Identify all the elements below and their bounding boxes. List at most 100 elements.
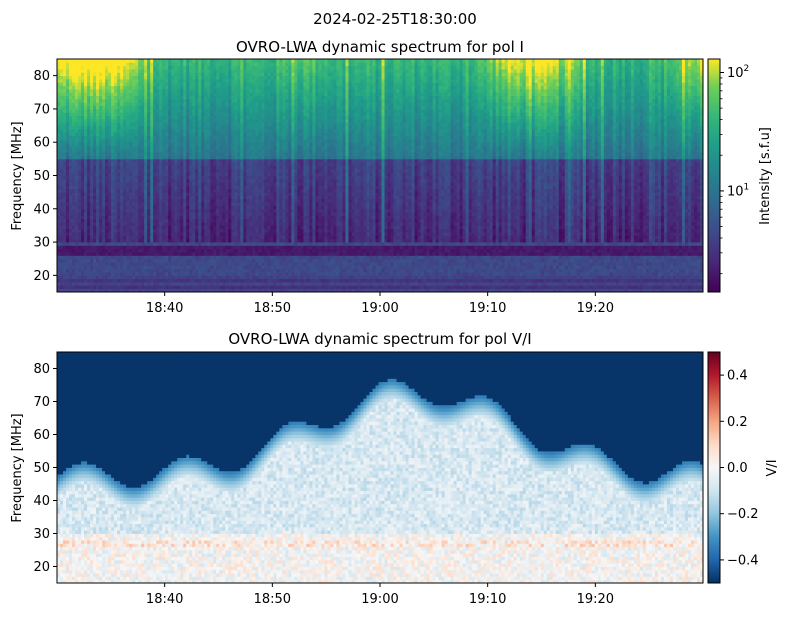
spectrogram-cell <box>561 262 566 266</box>
spectrogram-cell <box>114 278 118 283</box>
spectrogram-cell <box>360 222 364 226</box>
spectrogram-cell <box>591 225 596 230</box>
spectrogram-cell <box>690 278 695 283</box>
spectrogram-cell <box>96 285 100 290</box>
spectrogram-cell <box>174 235 178 240</box>
spectrogram-cell <box>660 255 665 260</box>
spectrogram-cell <box>474 238 479 243</box>
spectrogram-cell <box>492 222 497 226</box>
spectrogram-cell <box>447 268 451 273</box>
spectrogram-cell <box>249 238 253 243</box>
spectrogram-cell <box>63 288 67 292</box>
spectrogram-cell <box>471 285 476 290</box>
spectrogram-cell <box>123 282 127 286</box>
spectrogram-cell <box>150 282 154 286</box>
spectrogram-cell <box>456 238 461 243</box>
spectrogram-cell <box>594 288 599 292</box>
spectrogram-cell <box>459 222 464 226</box>
spectrogram-cell <box>282 282 286 286</box>
spectrogram-cell <box>252 252 256 256</box>
spectrogram-cell <box>255 235 259 240</box>
spectrogram-cell <box>78 248 82 253</box>
spectrogram-cell <box>468 222 473 226</box>
spectrogram-cell <box>126 228 130 233</box>
spectrogram-cell <box>582 278 587 283</box>
spectrogram-cell <box>480 255 485 260</box>
spectrogram-cell <box>549 235 554 240</box>
spectrogram-cell <box>372 218 376 223</box>
spectrogram-cell <box>456 268 461 273</box>
spectrogram-cell <box>657 252 662 256</box>
spectrogram-cell <box>456 222 461 226</box>
spectrogram-cell <box>186 285 190 290</box>
spectrogram-cell <box>333 268 337 273</box>
spectrogram-cell <box>87 245 91 250</box>
spectrogram-cell <box>330 245 334 250</box>
spectrogram-cell <box>360 262 364 266</box>
spectrogram-cell <box>381 238 385 243</box>
spectrogram-cell <box>216 218 220 223</box>
spectrogram-cell <box>285 282 289 286</box>
spectrogram-cell <box>423 225 427 230</box>
spectrogram-cell <box>129 278 133 283</box>
spectrogram-cell <box>72 288 76 292</box>
spectrogram-cell <box>414 245 418 250</box>
spectrogram-cell <box>582 268 587 273</box>
spectrogram-cell <box>513 222 518 226</box>
spectrogram-cell <box>237 275 241 280</box>
spectrogram-cell <box>483 288 488 292</box>
spectrogram-cell <box>579 235 584 240</box>
spectrogram-cell <box>96 255 100 260</box>
spectrogram-cell <box>636 228 641 233</box>
spectrogram-cell <box>393 248 397 253</box>
spectrogram-cell <box>678 215 683 220</box>
spectrogram-cell <box>375 232 379 236</box>
spectrogram-cell <box>363 215 367 220</box>
spectrogram-cell <box>69 288 73 292</box>
spectrogram-cell <box>489 268 494 273</box>
spectrogram-cell <box>267 255 271 260</box>
spectrogram-cell <box>222 242 226 246</box>
spectrogram-cell <box>315 255 319 260</box>
spectrogram-cell <box>111 242 115 246</box>
spectrogram-cell <box>207 285 211 290</box>
spectrogram-cell <box>123 232 127 236</box>
spectrogram-cell <box>432 222 436 226</box>
spectrogram-cell <box>81 278 85 283</box>
spectrogram-cell <box>396 272 400 276</box>
spectrogram-cell <box>420 222 424 226</box>
spectrogram-cell <box>585 228 590 233</box>
spectrogram-cell <box>387 288 391 292</box>
spectrogram-cell <box>549 285 554 290</box>
spectrogram-cell <box>222 265 226 270</box>
spectrogram-cell <box>132 258 136 263</box>
spectrogram-cell <box>519 248 524 253</box>
spectrogram-cell <box>696 248 701 253</box>
spectrogram-cell <box>63 285 67 290</box>
spectrogram-cell <box>546 238 551 243</box>
spectrogram-cell <box>669 222 674 226</box>
spectrogram-cell <box>408 215 412 220</box>
spectrogram-cell <box>387 278 391 283</box>
spectrogram-cell <box>219 225 223 230</box>
spectrogram-cell <box>279 265 283 270</box>
spectrogram-cell <box>564 228 569 233</box>
spectrogram-cell <box>120 278 124 283</box>
spectrogram-cell <box>570 245 575 250</box>
spectrogram-cell <box>126 212 130 216</box>
spectrogram-cell <box>570 218 575 223</box>
spectrogram-cell <box>171 228 175 233</box>
spectrogram-cell <box>330 285 334 290</box>
spectrogram-cell <box>99 218 103 223</box>
spectrogram-cell <box>219 252 223 256</box>
spectrogram-cell <box>99 255 103 260</box>
spectrogram-cell <box>507 242 512 246</box>
spectrogram-cell <box>384 255 388 260</box>
spectrogram-cell <box>357 228 361 233</box>
spectrogram-cell <box>537 275 542 280</box>
spectrogram-cell <box>117 258 121 263</box>
spectrogram-cell <box>102 248 106 253</box>
spectrogram-cell <box>420 215 424 220</box>
spectrogram-cell <box>195 218 199 223</box>
spectrogram-cell <box>537 228 542 233</box>
